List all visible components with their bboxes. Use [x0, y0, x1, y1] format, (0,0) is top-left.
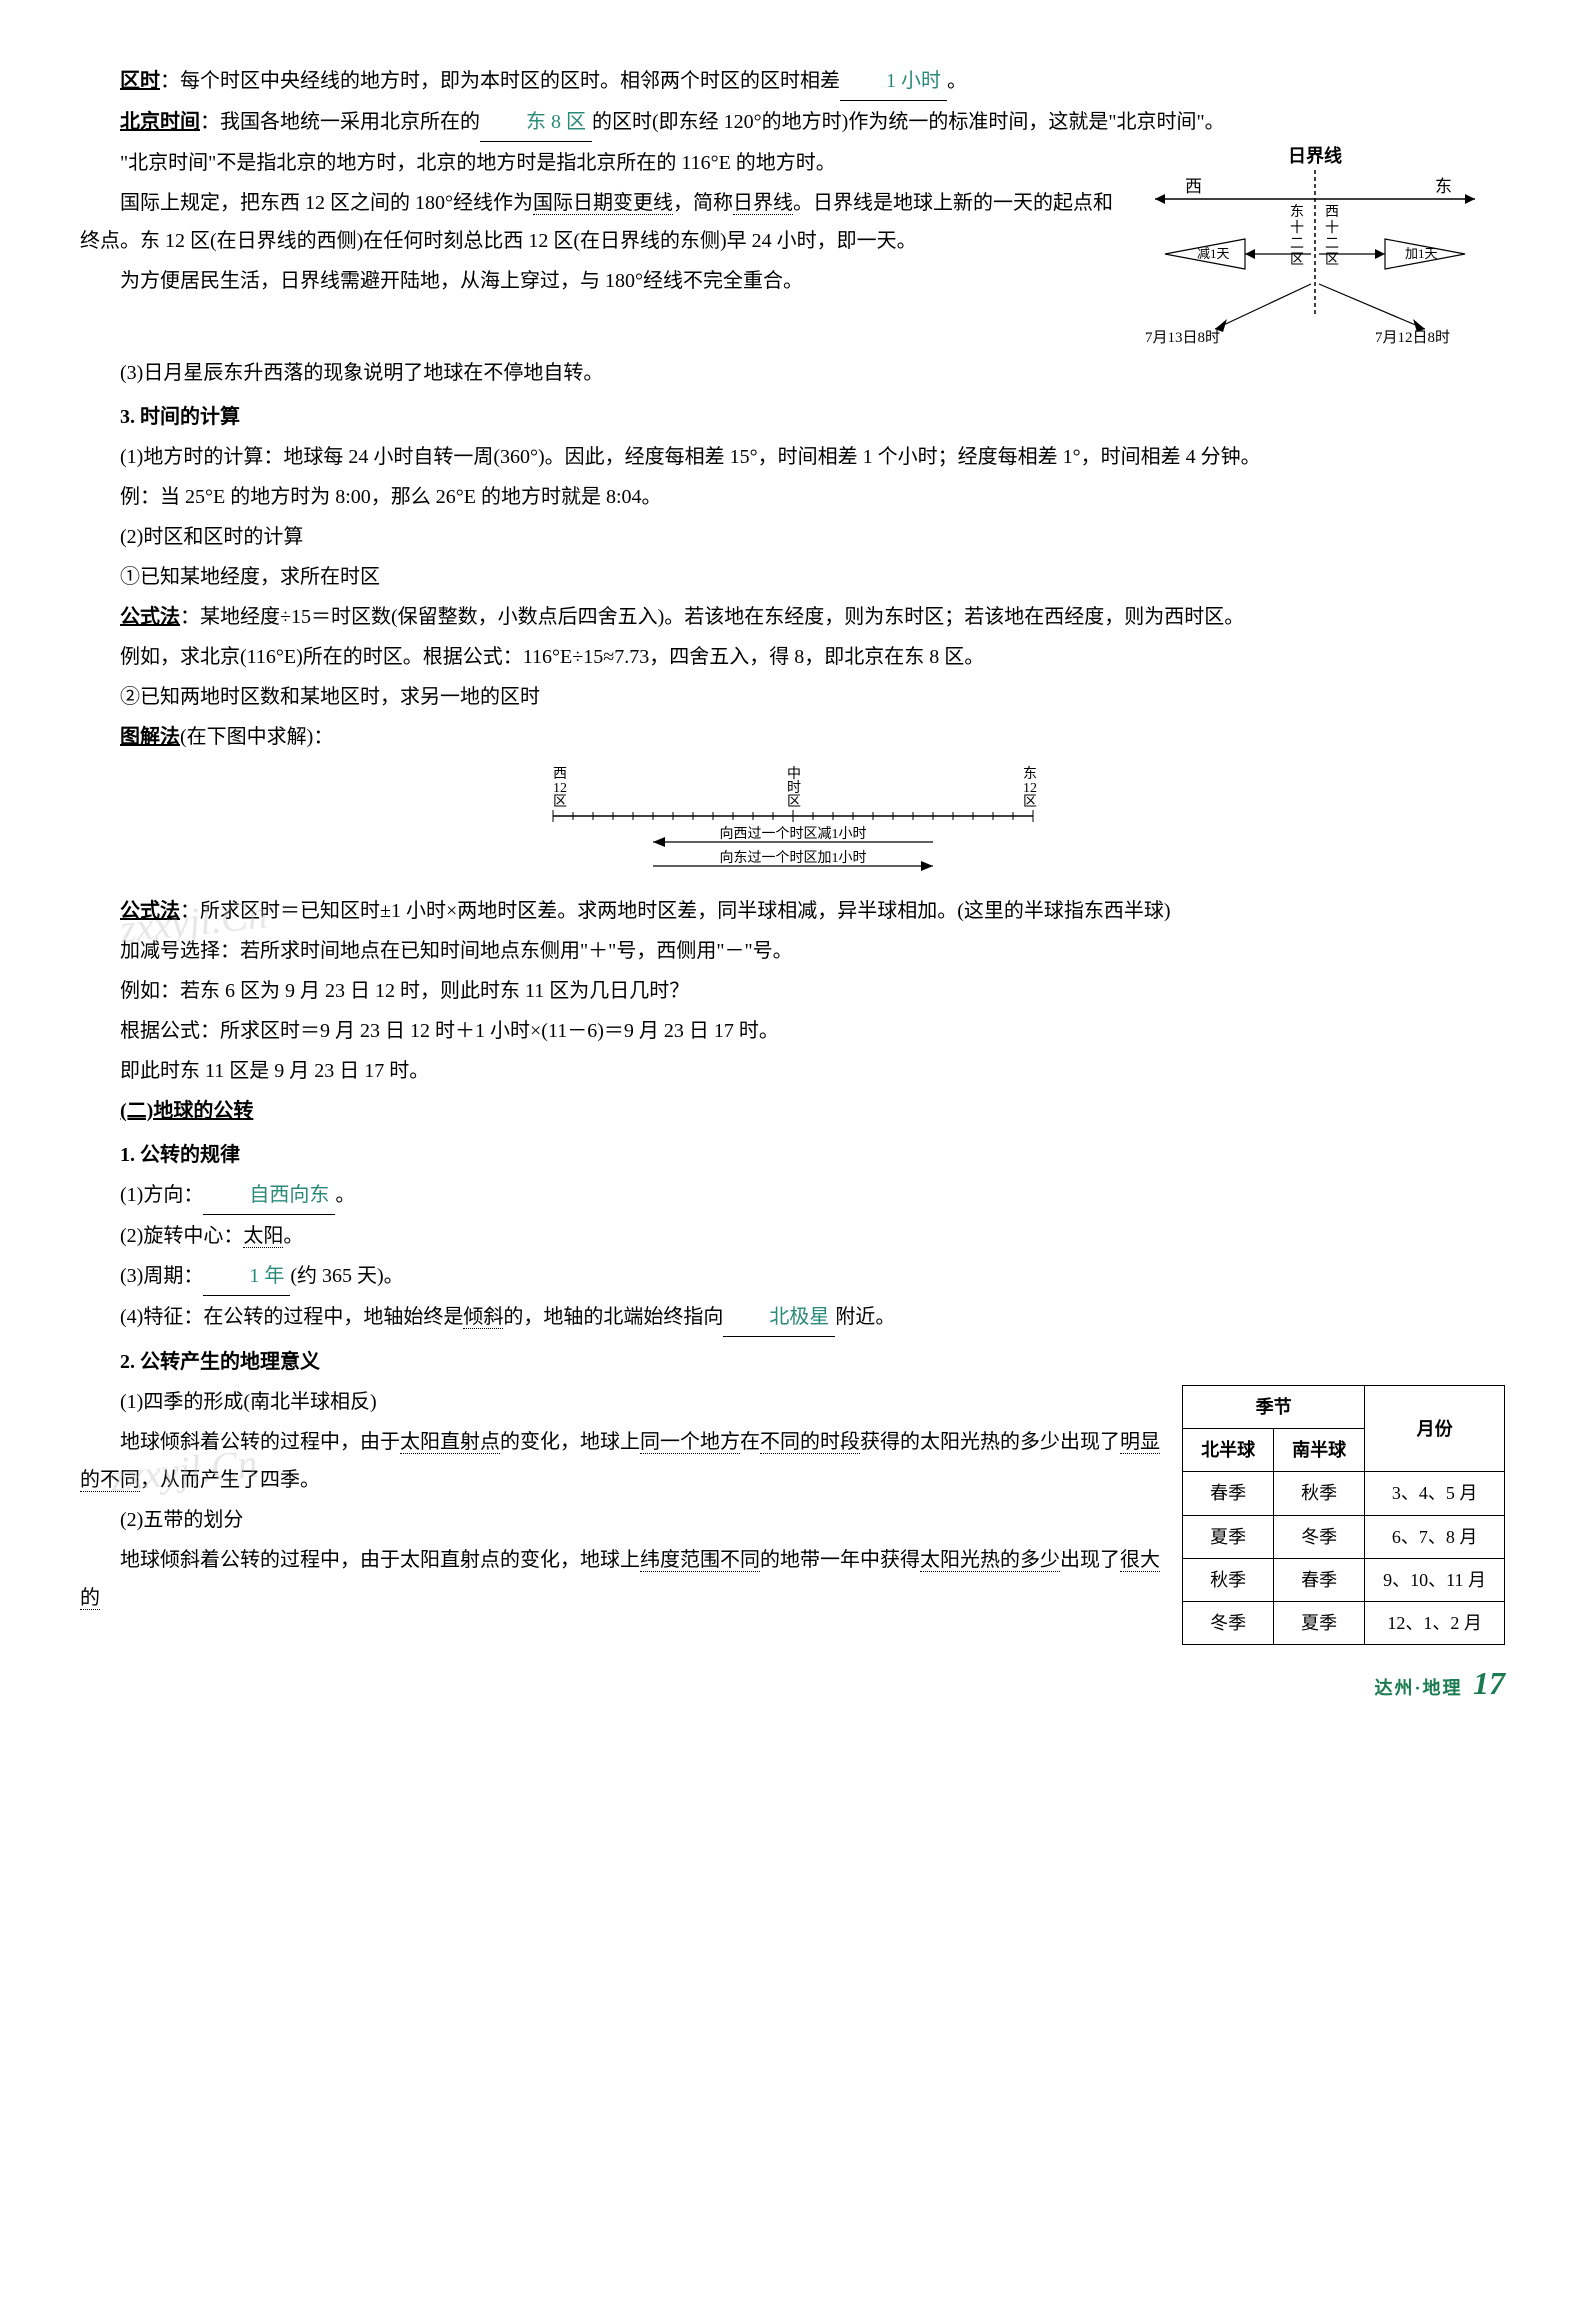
svg-text:加1天: 加1天 [1405, 246, 1438, 261]
svg-text:西: 西 [1185, 177, 1202, 196]
paragraph-features: (4)特征：在公转的过程中，地轴始终是倾斜的，地轴的北端始终指向北极星附近。 [80, 1298, 1505, 1337]
svg-text:7月13日8时: 7月13日8时 [1145, 329, 1220, 344]
diagram-title: 日界线 [1288, 145, 1342, 166]
svg-text:东: 东 [1023, 766, 1037, 782]
svg-text:区: 区 [553, 794, 567, 810]
svg-text:时: 时 [787, 780, 801, 796]
page-footer: 达州·地理 17 [80, 1653, 1505, 1714]
paragraph-formula-method-1: 公式法：某地经度÷15＝时区数(保留整数，小数点后四舍五入)。若该地在东经度，则… [80, 598, 1505, 636]
table-row: 冬季夏季12、1、2 月 [1183, 1601, 1505, 1644]
svg-text:区: 区 [1023, 794, 1037, 810]
blank-polaris: 北极星 [723, 1298, 835, 1337]
footer-label: 达州·地理 [1374, 1678, 1462, 1698]
paragraph-local-time-calc: (1)地方时的计算：地球每 24 小时自转一周(360°)。因此，经度每相差 1… [80, 438, 1505, 476]
paragraph-known-longitude: ①已知某地经度，求所在时区 [80, 558, 1505, 596]
paragraph-zone-calc: (2)时区和区时的计算 [80, 518, 1505, 556]
blank-1hour: 1 小时 [840, 62, 947, 101]
paragraph-example-result: 即此时东 11 区是 9 月 23 日 17 时。 [80, 1052, 1505, 1090]
dateline-diagram: 日界线 西 东 东 十 二 区 西 十 二 区 减1天 加1天 7月13日8时 … [1125, 144, 1505, 344]
svg-text:十: 十 [1290, 220, 1304, 236]
page-number: 17 [1473, 1665, 1505, 1701]
svg-text:7月12日8时: 7月12日8时 [1375, 329, 1450, 344]
heading-time-calc: 3. 时间的计算 [80, 398, 1505, 436]
svg-text:十: 十 [1325, 220, 1339, 236]
paragraph-rotation-evidence: (3)日月星辰东升西落的现象说明了地球在不停地自转。 [80, 354, 1505, 392]
paragraph-example-calc: 根据公式：所求区时＝9 月 23 日 12 时＋1 小时×(11－6)＝9 月 … [80, 1012, 1505, 1050]
blank-1year: 1 年 [203, 1257, 290, 1296]
svg-text:向西过一个时区减1小时: 向西过一个时区减1小时 [719, 826, 866, 842]
paragraph-beijing-example: 例如，求北京(116°E)所在的时区。根据公式：116°E÷15≈7.73，四舍… [80, 638, 1505, 676]
paragraph-qushi: 区时：每个时区中央经线的地方时，即为本时区的区时。相邻两个时区的区时相差1 小时… [80, 62, 1505, 101]
svg-text:东: 东 [1290, 204, 1304, 220]
paragraph-four-seasons: 地球倾斜着公转的过程中，由于太阳直射点的变化，地球上同一个地方在不同的时段获得的… [80, 1423, 1505, 1499]
term-qushi: 区时 [120, 70, 160, 92]
paragraph-beijing-time: 北京时间：我国各地统一采用北京所在的东 8 区的区时(即东经 120°的地方时)… [80, 103, 1505, 142]
paragraph-formula-method-2: 公式法：所求区时＝已知区时±1 小时×两地时区差。求两地时区差，同半球相减，异半… [80, 892, 1505, 930]
paragraph-diagram-method: 图解法(在下图中求解)： [80, 718, 1505, 756]
svg-text:中: 中 [787, 766, 801, 782]
svg-text:12: 12 [553, 781, 567, 796]
svg-text:12: 12 [1023, 781, 1037, 796]
paragraph-example-25e: 例：当 25°E 的地方时为 8:00，那么 26°E 的地方时就是 8:04。 [80, 478, 1505, 516]
svg-text:东: 东 [1435, 177, 1452, 196]
paragraph-known-zones: ②已知两地时区数和某地区时，求另一地的区时 [80, 678, 1505, 716]
table-row: 秋季春季9、10、11 月 [1183, 1558, 1505, 1601]
heading-revolution: (二)地球的公转 [80, 1092, 1505, 1130]
paragraph-sign-choice: 加减号选择：若所求时间地点在已知时间地点东侧用"＋"号，西侧用"－"号。 [80, 932, 1505, 970]
blank-east8: 东 8 区 [480, 103, 592, 142]
paragraph-example-e6: 例如：若东 6 区为 9 月 23 日 12 时，则此时东 11 区为几日几时？ [80, 972, 1505, 1010]
heading-revolution-effects: 2. 公转产生的地理意义 [80, 1343, 1505, 1381]
table-row: 夏季冬季6、7、8 月 [1183, 1515, 1505, 1558]
paragraph-period: (3)周期：1 年(约 365 天)。 [80, 1257, 1505, 1296]
blank-direction: 自西向东 [203, 1176, 335, 1215]
paragraph-center: (2)旋转中心：太阳。 [80, 1217, 1505, 1255]
term-beijing-time: 北京时间 [120, 111, 200, 133]
paragraph-direction: (1)方向：自西向东。 [80, 1176, 1505, 1215]
svg-text:二: 二 [1290, 237, 1304, 252]
timezone-ruler-diagram: 西12区 中时区 东12区 向西过一个时区减1小时 向东过一个时区加1小时 [533, 764, 1053, 884]
svg-text:西: 西 [1325, 205, 1339, 220]
svg-text:区: 区 [787, 794, 801, 810]
svg-text:西: 西 [553, 767, 567, 782]
svg-text:向东过一个时区加1小时: 向东过一个时区加1小时 [719, 850, 866, 866]
svg-text:减1天: 减1天 [1197, 246, 1230, 261]
svg-text:二: 二 [1325, 237, 1339, 252]
heading-revolution-rules: 1. 公转的规律 [80, 1136, 1505, 1174]
